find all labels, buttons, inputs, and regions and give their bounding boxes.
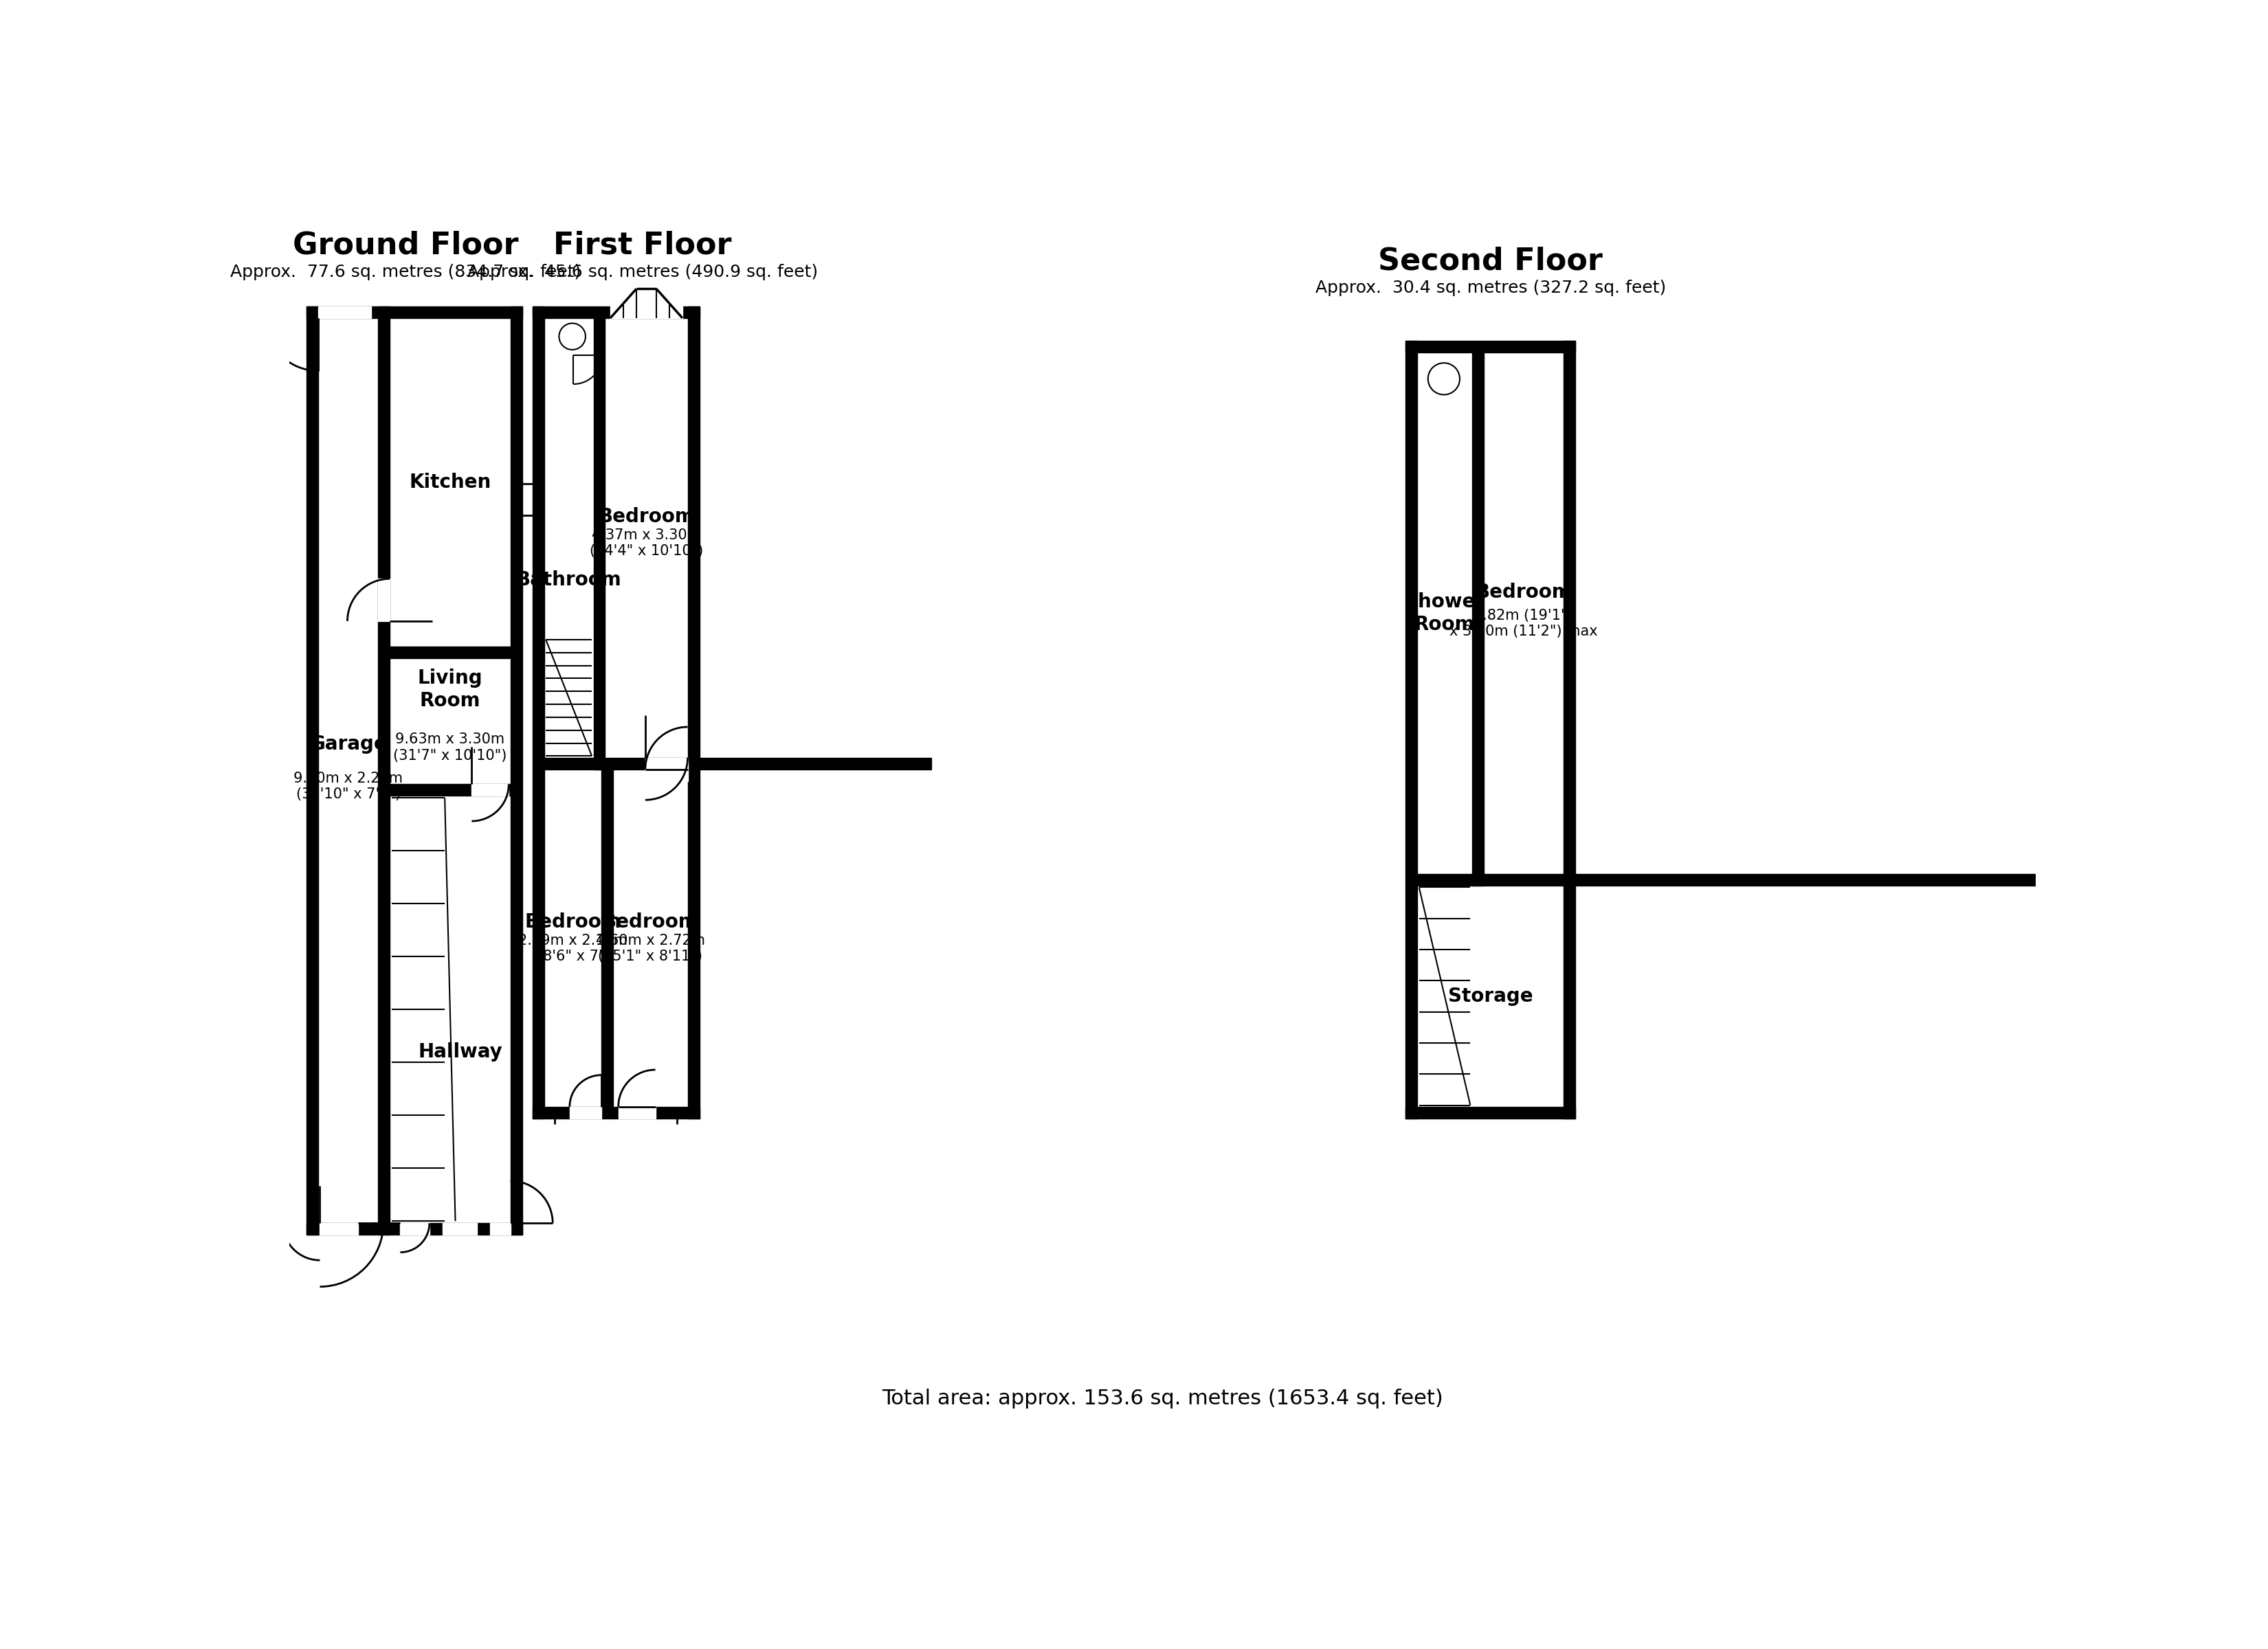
- Bar: [594, 318, 606, 768]
- Bar: [379, 307, 390, 1235]
- Bar: [533, 307, 699, 318]
- Text: Total area: approx. 153.6 sq. metres (1653.4 sq. feet): Total area: approx. 153.6 sq. metres (16…: [882, 1388, 1442, 1408]
- Bar: [646, 757, 687, 768]
- Text: Ground Floor: Ground Floor: [293, 231, 519, 261]
- Bar: [379, 579, 390, 622]
- Bar: [318, 307, 372, 318]
- Text: 4.37m x 3.30m
(14'4" x 10'10"): 4.37m x 3.30m (14'4" x 10'10"): [590, 528, 703, 557]
- Bar: [306, 1224, 522, 1235]
- Bar: [401, 1224, 429, 1235]
- Bar: [1563, 341, 1574, 1118]
- Text: Bedroom: Bedroom: [601, 912, 699, 932]
- Text: Approx.  30.4 sq. metres (327.2 sq. feet): Approx. 30.4 sq. metres (327.2 sq. feet): [1315, 280, 1665, 297]
- Bar: [442, 1224, 476, 1235]
- Text: First Floor: First Floor: [553, 231, 733, 261]
- Bar: [306, 307, 318, 1235]
- Bar: [1406, 1106, 1574, 1118]
- Text: 5.82m (19'1")
x 3.40m (11'2") max: 5.82m (19'1") x 3.40m (11'2") max: [1449, 608, 1597, 638]
- Bar: [533, 1106, 699, 1118]
- Bar: [1472, 353, 1483, 886]
- Bar: [1418, 874, 2268, 886]
- Text: Garage: Garage: [308, 734, 388, 754]
- Bar: [601, 768, 612, 1106]
- Text: 9.63m x 3.30m
(31'7" x 10'10"): 9.63m x 3.30m (31'7" x 10'10"): [392, 732, 506, 762]
- Text: 9.70m x 2.21m
(31'10" x 7'3"): 9.70m x 2.21m (31'10" x 7'3"): [293, 772, 404, 801]
- Bar: [533, 307, 544, 1118]
- Bar: [320, 1224, 358, 1235]
- Bar: [569, 1106, 601, 1118]
- Bar: [1406, 341, 1418, 1118]
- Text: Storage: Storage: [1447, 986, 1533, 1006]
- Bar: [646, 768, 687, 782]
- Text: Bedroom: Bedroom: [599, 506, 694, 526]
- Bar: [390, 783, 510, 796]
- Bar: [510, 307, 522, 1235]
- Text: Kitchen: Kitchen: [408, 473, 492, 491]
- Bar: [390, 646, 510, 658]
- Text: Bedroom: Bedroom: [524, 912, 621, 932]
- Text: Bathroom: Bathroom: [517, 571, 621, 590]
- Text: Approx.  45.6 sq. metres (490.9 sq. feet): Approx. 45.6 sq. metres (490.9 sq. feet): [467, 264, 819, 280]
- Bar: [610, 277, 683, 318]
- Bar: [687, 307, 699, 1118]
- Text: Living
Room: Living Room: [417, 668, 483, 711]
- Text: Hallway: Hallway: [420, 1042, 503, 1062]
- Text: Second Floor: Second Floor: [1379, 247, 1603, 275]
- Bar: [306, 307, 522, 318]
- Text: Approx.  77.6 sq. metres (834.7 sq. feet): Approx. 77.6 sq. metres (834.7 sq. feet): [231, 264, 581, 280]
- Text: 4.60m x 2.72m
(15'1" x 8'11"): 4.60m x 2.72m (15'1" x 8'11"): [596, 933, 705, 963]
- Bar: [472, 783, 508, 796]
- Text: Shower
Room: Shower Room: [1404, 592, 1486, 633]
- Bar: [544, 757, 932, 768]
- Text: 2.59m x 2.13m
(8'6" x 7'): 2.59m x 2.13m (8'6" x 7'): [517, 933, 628, 963]
- Bar: [1406, 341, 1574, 353]
- Bar: [490, 1224, 510, 1235]
- Text: Bedroom: Bedroom: [1474, 582, 1572, 602]
- Bar: [619, 1106, 655, 1118]
